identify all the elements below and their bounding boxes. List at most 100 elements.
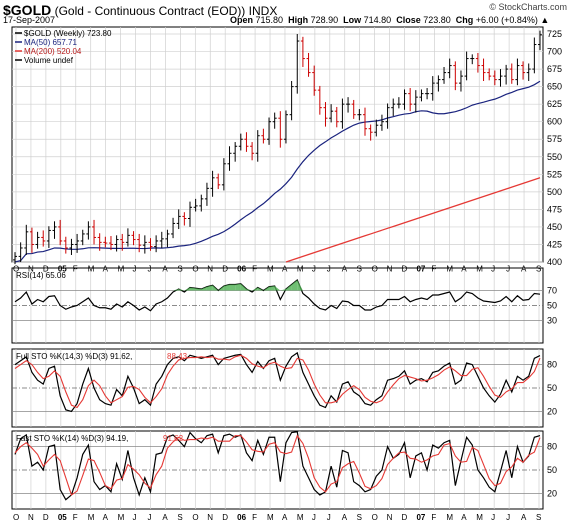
fast-sto-k-line: [14, 431, 541, 501]
close-label: Close: [396, 15, 421, 25]
x-tick-label-bottom: J: [312, 513, 316, 522]
x-tick-label-bottom: M: [476, 513, 483, 522]
x-tick-label-bottom: N: [28, 513, 34, 522]
rsi-overbought-fill: [297, 280, 303, 291]
x-tick-label-bottom: A: [103, 513, 109, 522]
x-tick-label-bottom: D: [43, 513, 49, 522]
x-tick-label-bottom: N: [207, 513, 213, 522]
chg-label: Chg: [455, 15, 474, 25]
rsi-overbought-fill: [190, 287, 196, 291]
watermark: © StockCharts.com: [489, 2, 567, 12]
price-tick-label: 575: [547, 134, 562, 144]
chart-title: $GOLD (Gold - Continuous Contract (EOD))…: [3, 2, 277, 18]
full-sto-label: Full STO %K(14,3) %D(3) 91.62,: [16, 352, 132, 361]
x-tick-label-top: S: [357, 265, 362, 274]
x-tick-label-bottom: M: [118, 513, 125, 522]
price-tick-label: 425: [547, 239, 562, 249]
x-tick-label-top: M: [267, 265, 274, 274]
x-tick-label-top: J: [327, 265, 331, 274]
x-tick-label-bottom: M: [297, 513, 304, 522]
ma200-line: [285, 177, 541, 263]
legend-entry: Volume undef: [24, 56, 74, 65]
price-tick-label: 600: [547, 117, 562, 127]
ma50-line: [14, 80, 541, 263]
price-tick-label: 500: [547, 187, 562, 197]
triangle-up-icon: ▲: [540, 15, 550, 25]
osc-tick-label: 50: [547, 465, 557, 475]
x-tick-label-bottom: D: [222, 513, 228, 522]
rsi-overbought-fill: [274, 286, 281, 291]
price-tick-label: 725: [547, 29, 562, 39]
high-value: 728.90: [310, 15, 339, 25]
x-tick-label-top: D: [43, 265, 49, 274]
rsi-overbought-fill: [246, 289, 253, 291]
full-sto-k-line: [14, 351, 541, 413]
x-tick-label-bottom: J: [147, 513, 151, 522]
x-tick-label-bottom: A: [521, 513, 527, 522]
legend-entry: $GOLD (Weekly) 723.80: [24, 29, 112, 38]
x-tick-label-bottom: J: [327, 513, 331, 522]
rsi-overbought-fill: [263, 286, 270, 291]
open-value: 715.80: [255, 15, 284, 25]
price-tick-label: 525: [547, 169, 562, 179]
x-tick-label-bottom: J: [491, 513, 495, 522]
osc-tick-label: 50: [547, 383, 557, 393]
rsi-overbought-fill: [229, 284, 236, 291]
x-tick-label-top: N: [207, 265, 213, 274]
x-tick-label-bottom: S: [357, 513, 362, 522]
osc-tick-label: 50: [547, 301, 557, 311]
x-tick-label-top: S: [177, 265, 182, 274]
x-tick-label-top: M: [446, 265, 453, 274]
x-tick-label-bottom: F: [431, 513, 436, 522]
osc-tick-label: 30: [547, 316, 557, 326]
low-value: 714.80: [363, 15, 392, 25]
x-tick-label-top: F: [431, 265, 436, 274]
osc-tick-label: 80: [547, 360, 557, 370]
x-tick-label-bottom: A: [461, 513, 467, 522]
rsi-overbought-fill: [173, 289, 179, 291]
x-tick-label-top: O: [192, 265, 198, 274]
x-tick-label-top: A: [342, 265, 348, 274]
x-tick-label-top: A: [103, 265, 109, 274]
x-tick-label-top: D: [222, 265, 228, 274]
open-label: Open: [230, 15, 254, 25]
x-tick-label-bottom: A: [282, 513, 288, 522]
x-tick-label-bottom: M: [267, 513, 274, 522]
rsi-overbought-fill: [280, 289, 286, 291]
x-tick-label-top: M: [297, 265, 304, 274]
x-tick-label-top: S: [536, 265, 541, 274]
symbol: $GOLD: [3, 2, 52, 18]
price-tick-label: 450: [547, 222, 562, 232]
full-sto-d-value: 88.43: [167, 352, 188, 361]
price-tick-label: 550: [547, 152, 562, 162]
x-tick-label-bottom: A: [342, 513, 348, 522]
osc-tick-label: 80: [547, 442, 557, 452]
x-tick-label-bottom: J: [506, 513, 510, 522]
x-tick-label-top: N: [387, 265, 393, 274]
low-label: Low: [343, 15, 362, 25]
rsi-overbought-fill: [223, 284, 230, 291]
rsi-overbought-fill: [257, 287, 264, 291]
price-tick-label: 475: [547, 204, 562, 214]
x-tick-label-top: M: [476, 265, 483, 274]
price-tick-label: 675: [547, 64, 562, 74]
x-tick-label-bottom: M: [446, 513, 453, 522]
x-tick-label-top: A: [282, 265, 288, 274]
rsi-overbought-fill: [240, 283, 247, 291]
high-label: High: [288, 15, 309, 25]
price-tick-label: 625: [547, 99, 562, 109]
x-tick-label-top: 07: [416, 265, 425, 274]
close-value: 723.80: [423, 15, 451, 25]
x-tick-label-top: A: [521, 265, 527, 274]
osc-tick-label: 20: [547, 488, 557, 498]
full-sto-d-line: [14, 354, 541, 409]
rsi-overbought-fill: [269, 286, 275, 291]
ohlc-readout: Open 715.80 High 728.90 Low 714.80 Close…: [230, 15, 549, 25]
rsi-line: [14, 279, 541, 312]
x-tick-label-top: F: [73, 265, 78, 274]
x-tick-label-bottom: N: [387, 513, 393, 522]
x-tick-label-top: N: [28, 265, 34, 274]
x-tick-label-bottom: S: [177, 513, 182, 522]
